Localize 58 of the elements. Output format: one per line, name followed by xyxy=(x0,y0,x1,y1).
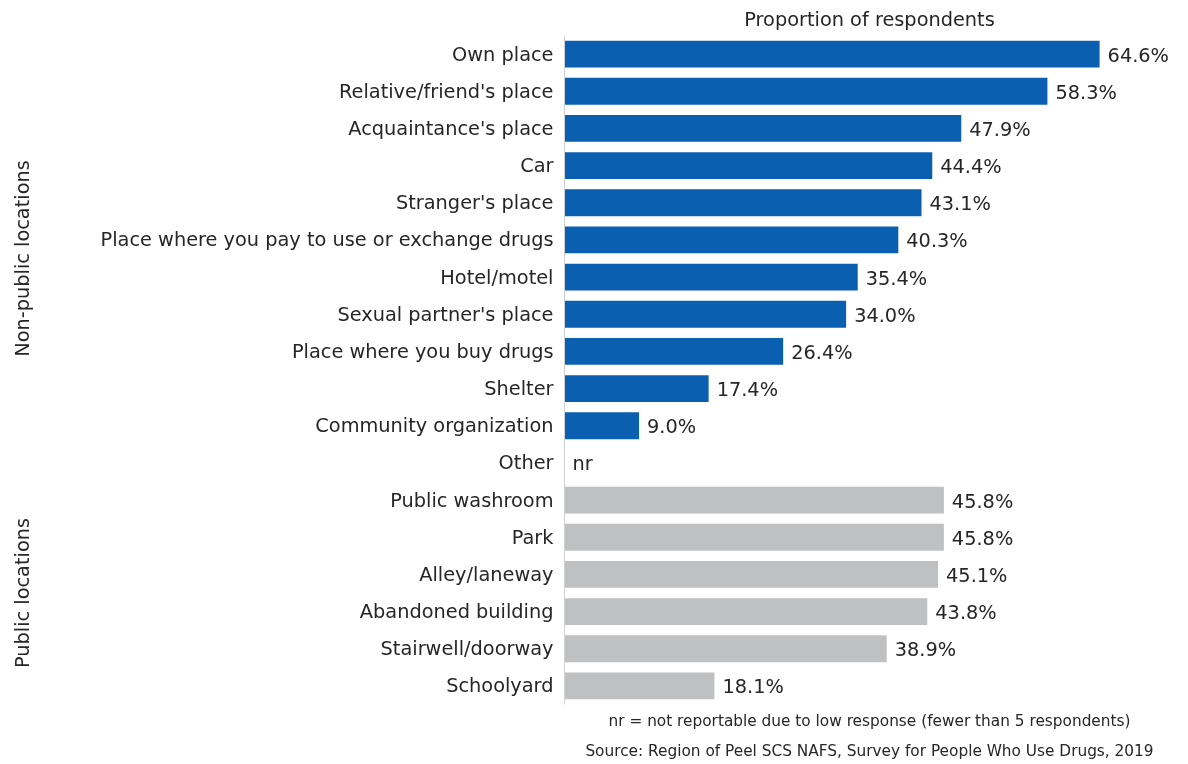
data-label: 45.8% xyxy=(951,526,1014,550)
data-label: 17.4% xyxy=(716,378,779,402)
bar xyxy=(564,672,715,700)
bar xyxy=(564,40,1100,68)
bar xyxy=(564,598,928,625)
data-label: 45.8% xyxy=(951,489,1014,513)
source-note: Source: Region of Peel SCS NAFS, Survey for People Who Use Drugs, 2019 xyxy=(585,741,1154,760)
y-tick-label: Sexual partner's place xyxy=(337,302,554,326)
y-tick-label: Acquaintance's place xyxy=(348,116,554,140)
y-tick-label: Alley/laneway xyxy=(419,562,554,586)
bar xyxy=(564,115,962,142)
data-label: 35.4% xyxy=(865,266,928,290)
data-label: 43.8% xyxy=(935,601,997,625)
data-label: 44.4% xyxy=(940,155,1002,179)
bar xyxy=(564,523,944,551)
data-label: 38.9% xyxy=(894,638,957,662)
bar xyxy=(564,338,784,365)
text: Non-public locations xyxy=(11,160,34,357)
y-tick-label: Public washroom xyxy=(390,488,554,512)
data-label: 9.0% xyxy=(647,415,697,439)
text: nr = not reportable due to low response (fewer than 5 respondents) xyxy=(608,711,1131,730)
data-label: 34.0% xyxy=(854,303,916,327)
bar xyxy=(564,226,899,254)
data-label: 40.3% xyxy=(906,229,968,253)
data-label: 64.6% xyxy=(1107,43,1169,67)
data-label: 43.1% xyxy=(929,192,991,216)
x-axis-title: Proportion of respondents xyxy=(744,7,995,31)
bar xyxy=(564,189,922,217)
data-label: 18.1% xyxy=(722,675,784,699)
bar xyxy=(564,263,858,291)
y-tick-label: Shelter xyxy=(484,377,554,401)
y-tick-label: Relative/friend's place xyxy=(338,79,554,103)
y-tick-label: Community organization xyxy=(315,414,554,438)
data-label: 45.1% xyxy=(946,563,1008,587)
bar xyxy=(564,412,640,440)
text: nr xyxy=(572,452,593,476)
y-tick-label: Own place xyxy=(452,42,554,66)
bar xyxy=(564,486,944,514)
bar xyxy=(564,152,933,179)
bar xyxy=(564,635,887,663)
y-tick-label: Place where you pay to use or exchange drugs xyxy=(100,228,554,252)
y-tick-label: Stairwell/doorway xyxy=(380,637,554,661)
y-tick-label: Hotel/motel xyxy=(440,265,554,289)
y-tick-label: Car xyxy=(520,154,554,178)
bar xyxy=(564,375,709,402)
text: Public locations xyxy=(11,517,34,669)
bar xyxy=(564,77,1048,105)
y-tick-label: Abandoned building xyxy=(359,600,554,624)
bar xyxy=(564,300,847,328)
bar xyxy=(564,561,939,588)
y-tick-label: Other xyxy=(498,451,554,475)
y-tick-label: Stranger's place xyxy=(395,191,554,215)
data-label: 26.4% xyxy=(791,340,853,364)
y-tick-label: Schoolyard xyxy=(446,674,554,698)
data-label: 58.3% xyxy=(1055,80,1117,104)
y-tick-label: Place where you buy drugs xyxy=(291,339,554,363)
y-tick-label: Park xyxy=(511,525,555,549)
data-label: 47.9% xyxy=(969,117,1031,141)
